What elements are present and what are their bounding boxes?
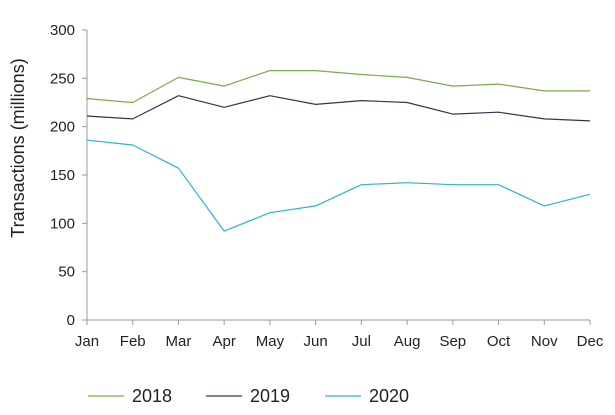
series-line-2019: [86, 95, 591, 122]
x-tick-label: Apr: [213, 333, 236, 350]
legend: 2018 2019 2020: [88, 386, 409, 406]
legend-label-2020: 2020: [369, 386, 409, 406]
x-tick-label: May: [256, 333, 285, 350]
x-axis: Jan Feb Mar Apr May Jun Jul Aug Sep Oct Nov Dec: [75, 319, 604, 350]
x-tick-label: Jul: [352, 333, 371, 350]
y-tick-label: 100: [50, 215, 75, 232]
y-tick-label: 0: [67, 312, 75, 329]
x-tick-label: Nov: [531, 333, 558, 350]
x-tick-label: Jun: [304, 333, 328, 350]
legend-label-2018: 2018: [132, 386, 172, 406]
y-tick-label: 200: [50, 119, 75, 136]
series-lines: [86, 69, 591, 232]
series-line-2020: [86, 139, 591, 232]
y-tick-label: 250: [50, 70, 75, 87]
legend-label-2019: 2019: [250, 386, 290, 406]
x-tick-label: Sep: [439, 333, 466, 350]
y-axis: 0 50 100 150 200 250 300: [50, 22, 88, 329]
x-tick-label: Aug: [394, 333, 421, 350]
x-tick-label: Jan: [75, 333, 99, 350]
x-tick-label: Mar: [166, 333, 192, 350]
y-tick-label: 150: [50, 167, 75, 184]
x-tick-label: Feb: [120, 333, 146, 350]
y-tick-label: 300: [50, 22, 75, 39]
series-line-2018: [86, 69, 590, 104]
x-tick-label: Oct: [487, 333, 511, 350]
x-tick-label: Dec: [577, 333, 604, 350]
y-axis-title: Transactions (millions): [8, 58, 28, 237]
y-tick-label: 50: [58, 264, 75, 281]
